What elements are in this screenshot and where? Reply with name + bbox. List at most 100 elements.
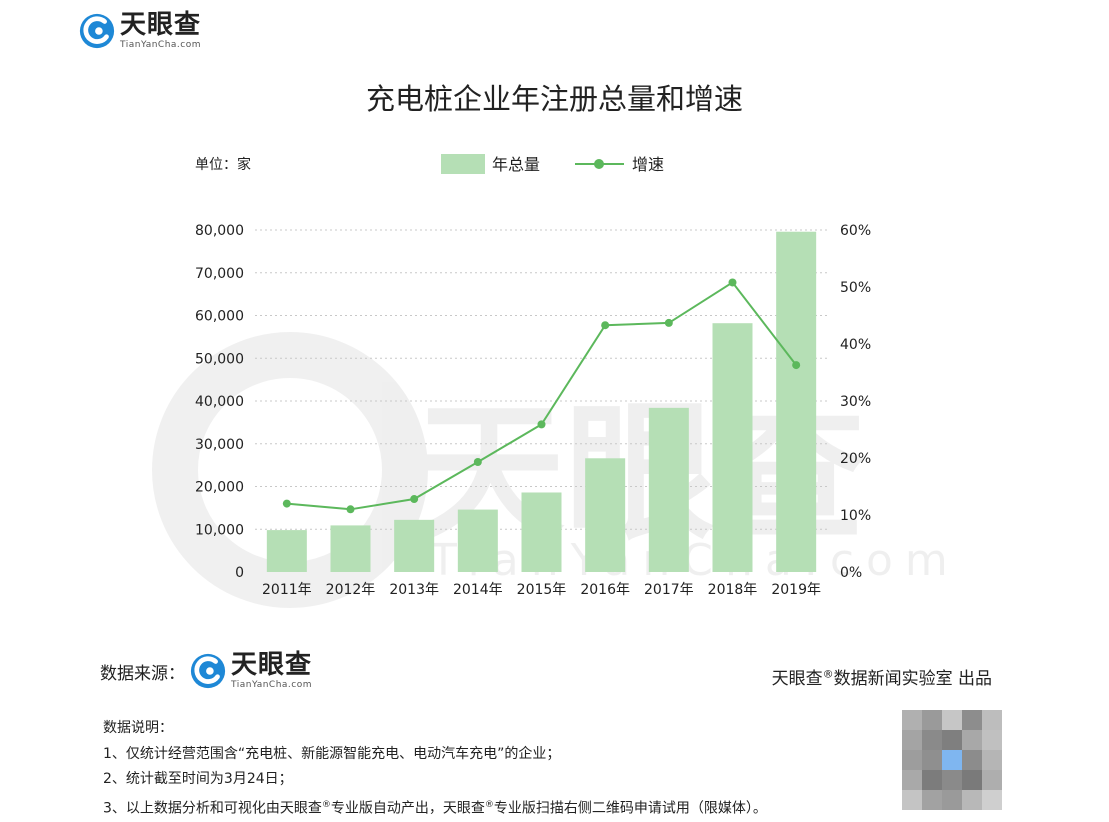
data-notes: 数据说明： 1、仅统计经营范围含“充电桩、新能源智能充电、电动汽车充电”的企业；… [103,716,767,822]
source-logo: 天眼查 TianYanCha.com [189,652,312,690]
bar [330,525,371,572]
chart: 天眼查 TianYanCha.com 单位：家 年总量 增速 010,00020… [152,154,960,608]
line-point [410,495,419,504]
bar [776,231,817,572]
line-point [473,457,482,466]
qr-cell [922,790,942,810]
line-point [346,505,355,514]
qr-cell [962,790,982,810]
qr-cell [942,750,962,770]
notes-line-3: 3、以上数据分析和可视化由天眼查®专业版自动产出，天眼查®专业版扫描右侧二维码申… [103,793,767,822]
x-tick-label: 2019年 [771,582,821,598]
y-right-tick-label: 0% [840,565,862,581]
x-tick-label: 2013年 [389,582,439,598]
qr-cell [942,710,962,730]
qr-cell [942,790,962,810]
qr-cell [982,750,1002,770]
credit-brand: 天眼查 [771,669,823,689]
y-left-tick-label: 0 [235,565,244,581]
unit-label: 单位：家 [195,156,251,173]
qr-cell [902,710,922,730]
y-left-tick-label: 80,000 [195,223,244,239]
y-left-tick-label: 10,000 [195,522,244,538]
bar [457,509,498,572]
y-right-tick-label: 50% [840,280,871,296]
legend-bar-label: 年总量 [492,155,540,174]
qr-cell [962,730,982,750]
registered-mark: ® [822,667,834,681]
y-right-axis: 0% 10% 20% 30% 40% 50% 60% [840,223,871,581]
y-right-tick-label: 60% [840,223,871,239]
bar-series [266,231,817,572]
qr-cell [902,790,922,810]
qr-cell [902,730,922,750]
tianyancha-logo-icon [79,13,115,49]
registered-mark: ® [321,799,331,810]
legend-line-label: 增速 [632,155,664,174]
x-tick-label: 2015年 [517,582,567,598]
credit-text: 数据新闻实验室 出品 [833,669,992,689]
qr-cell [922,730,942,750]
qr-cell [942,730,962,750]
x-tick-label: 2014年 [453,582,503,598]
data-source: 数据来源： 天眼查 TianYanCha.com [100,652,312,690]
y-left-tick-label: 20,000 [195,480,244,496]
bar [521,492,562,572]
y-right-tick-label: 40% [840,337,871,353]
x-axis: 2011年 2012年 2013年 2014年 2015年 2016年 2017年 2018年… [262,582,821,598]
y-left-tick-label: 30,000 [195,437,244,453]
credit: 天眼查®数据新闻实验室 出品 [772,664,992,689]
qr-code[interactable] [902,710,1002,810]
qr-cell [962,750,982,770]
brand-logo: 天眼查 TianYanCha.com [78,12,201,50]
line-point [601,321,610,330]
brand-name-en: TianYanCha.com [120,40,202,50]
y-left-tick-label: 50,000 [195,351,244,367]
qr-cell [922,710,942,730]
brand-name-cn: 天眼查 [120,10,202,40]
qr-cell [962,770,982,790]
line-point [728,278,737,287]
y-right-tick-label: 10% [840,508,871,524]
legend-line-marker [594,159,604,169]
notes-line-3-a: 3、以上数据分析和可视化由天眼查 [103,800,322,817]
legend: 年总量 增速 [441,154,664,174]
line-point [664,318,673,327]
qr-cell [962,710,982,730]
qr-cell [982,730,1002,750]
y-left-axis: 0 10,000 20,000 30,000 40,000 50,000 60,000 70,… [195,223,244,581]
qr-cell [902,770,922,790]
watermark-logo-icon [152,332,428,608]
line-point [792,361,801,370]
bar [266,530,307,572]
x-tick-label: 2011年 [262,582,312,598]
watermark-text-en: TianYanCha.com [429,535,960,586]
tianyancha-logo-icon [190,653,226,689]
qr-cell [982,770,1002,790]
y-left-tick-label: 60,000 [195,309,244,325]
x-tick-label: 2017年 [644,582,694,598]
y-left-tick-label: 40,000 [195,394,244,410]
source-brand-en: TianYanCha.com [231,680,313,690]
qr-cell [922,750,942,770]
x-tick-label: 2012年 [326,582,376,598]
x-tick-label: 2016年 [580,582,630,598]
qr-cell [902,750,922,770]
source-brand-cn: 天眼查 [231,650,313,680]
qr-cell [942,770,962,790]
notes-line-3-b: 专业版自动产出，天眼查 [330,800,485,817]
y-right-tick-label: 20% [840,451,871,467]
chart-title: 充电桩企业年注册总量和增速 [365,82,743,116]
line-series [282,278,801,514]
qr-cell [922,770,942,790]
bar [712,323,753,572]
registered-mark: ® [484,799,494,810]
qr-cell [982,710,1002,730]
bar [585,458,626,572]
y-left-tick-label: 70,000 [195,266,244,282]
qr-cell [982,790,1002,810]
notes-line-1: 1、仅统计经营范围含“充电桩、新能源智能充电、电动汽车充电”的企业； [103,745,561,762]
notes-line-2: 2、统计截至时间为3月24日； [103,771,293,787]
grid [255,229,828,530]
bar [648,407,689,572]
